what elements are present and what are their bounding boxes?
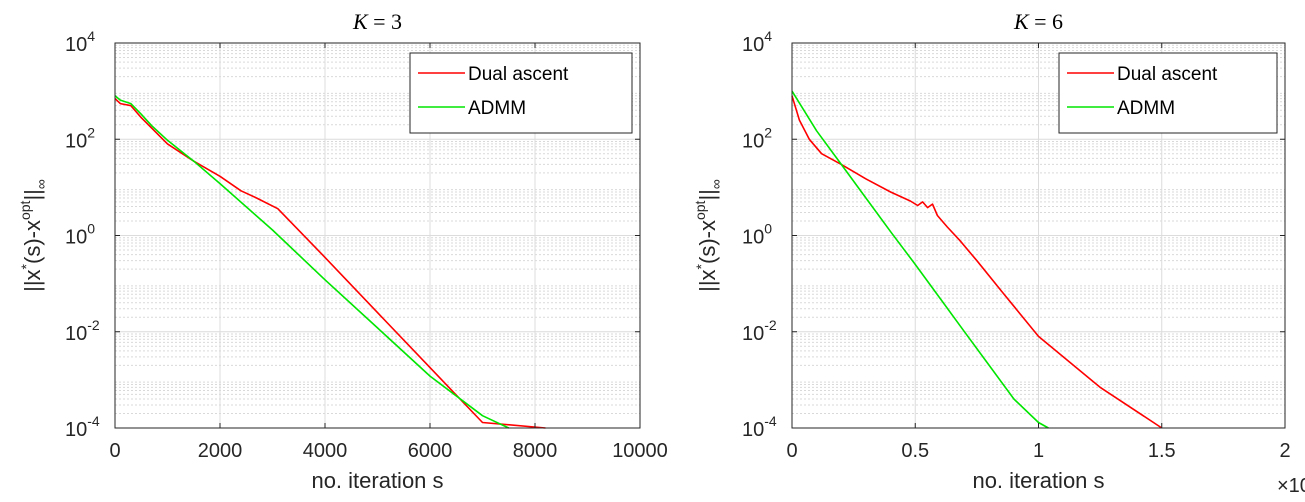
- legend-label: ADMM: [1117, 98, 1175, 119]
- y-tick-label: 104: [65, 28, 95, 56]
- legend: Dual ascent ADMM: [1058, 52, 1278, 134]
- x-tick-label: 0: [786, 440, 797, 462]
- x-tick-label: 6000: [408, 440, 453, 462]
- legend-box: [1058, 52, 1278, 134]
- x-tick-label: 8000: [513, 440, 558, 462]
- y-axis-label: ||x*(s)-xopt||∞: [17, 179, 49, 292]
- legend-label: Dual ascent: [1117, 64, 1218, 85]
- y-tick-label: 102: [742, 124, 772, 152]
- chart-panel-2: 0 0.5 1 1.5 2 10-4 10-2 100 102 104 ×104 no. iterat…: [692, 9, 1305, 497]
- x-tick-label: 4000: [303, 440, 348, 462]
- y-tick-label: 104: [742, 28, 772, 56]
- y-tick-label: 100: [742, 221, 772, 249]
- legend-box: [409, 52, 633, 134]
- series-line-dual-ascent: [791, 95, 1163, 429]
- x-tick-label: 1: [1033, 440, 1044, 462]
- x-tick-label: 0.5: [901, 440, 929, 462]
- x-axis-exponent: ×104: [1277, 468, 1305, 497]
- series-line-dual-ascent: [114, 98, 546, 429]
- y-tick-label: 100: [65, 221, 95, 249]
- legend: Dual ascent ADMM: [409, 52, 633, 134]
- x-tick-label: 1.5: [1148, 440, 1176, 462]
- y-tick-label: 10-2: [65, 317, 100, 345]
- chart-panel-1: 0 2000 4000 6000 8000 10000 10-4 10-2 100 102 104 n…: [17, 9, 668, 493]
- legend-label: Dual ascent: [468, 64, 569, 85]
- x-axis-label: no. iteration s: [972, 468, 1104, 493]
- x-tick-label: 0: [109, 440, 120, 462]
- y-axis-label: ||x*(s)-xopt||∞: [692, 179, 724, 292]
- x-tick-label: 2000: [198, 440, 243, 462]
- y-tick-label: 10-4: [65, 413, 100, 441]
- y-tick-label: 102: [65, 124, 95, 152]
- y-tick-label: 10-4: [742, 413, 777, 441]
- legend-label: ADMM: [468, 98, 526, 119]
- x-axis-label: no. iteration s: [311, 468, 443, 493]
- y-tick-label: 10-2: [742, 317, 777, 345]
- series-line-admm: [114, 95, 510, 429]
- x-tick-label: 10000: [612, 440, 668, 462]
- series-line-admm: [791, 90, 1049, 429]
- x-tick-label: 2: [1279, 440, 1290, 462]
- chart-title: K = 3: [352, 9, 402, 34]
- chart-title: K = 6: [1013, 9, 1063, 34]
